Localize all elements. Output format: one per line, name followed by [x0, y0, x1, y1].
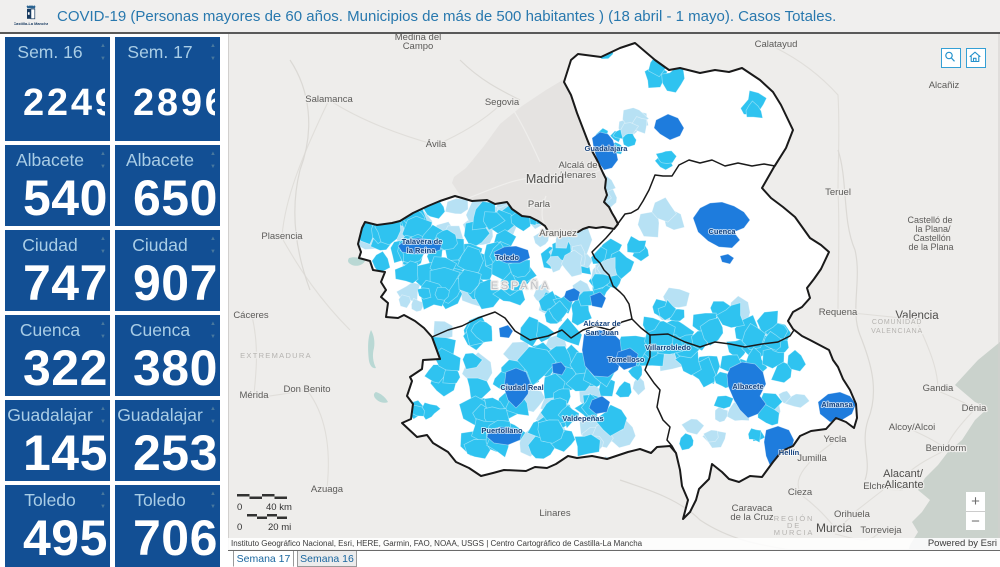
svg-text:la Reina: la Reina [407, 246, 437, 255]
svg-text:Alacant/: Alacant/ [883, 468, 924, 480]
svg-text:Aranjuez: Aranjuez [539, 228, 577, 239]
svg-text:Calatayud: Calatayud [755, 39, 798, 50]
svg-text:Murcia: Murcia [816, 521, 852, 535]
svg-text:Medina del: Medina del [395, 33, 441, 43]
svg-text:Castilla-La Mancha: Castilla-La Mancha [14, 21, 48, 26]
svg-text:40 km: 40 km [266, 502, 292, 513]
svg-text:Villarrobledo: Villarrobledo [645, 343, 691, 352]
svg-text:Alcázar de: Alcázar de [583, 319, 621, 328]
svg-text:Dénia: Dénia [962, 403, 988, 414]
svg-text:Plasencia: Plasencia [261, 231, 303, 242]
svg-text:Teruel: Teruel [825, 187, 851, 198]
svg-text:Cieza: Cieza [788, 487, 813, 498]
svg-text:Alicante: Alicante [884, 479, 923, 491]
svg-text:Jumilla: Jumilla [797, 453, 827, 464]
svg-text:Puertollano: Puertollano [481, 426, 523, 435]
svg-text:ESPAÑA: ESPAÑA [491, 279, 552, 292]
svg-text:20 mi: 20 mi [268, 522, 291, 532]
svg-text:COMUNIDAD: COMUNIDAD [872, 319, 922, 326]
svg-text:Requena: Requena [819, 307, 858, 318]
svg-text:Torrevieja: Torrevieja [860, 525, 902, 536]
svg-text:Valdepeñas: Valdepeñas [562, 414, 603, 423]
svg-text:Guadalajara: Guadalajara [585, 144, 629, 153]
svg-text:Alcañiz: Alcañiz [929, 80, 960, 91]
svg-text:de la Cruz: de la Cruz [730, 512, 774, 523]
svg-text:REGIÓN: REGIÓN [774, 514, 814, 523]
svg-text:Caravaca: Caravaca [732, 503, 773, 514]
svg-text:de la Plana: de la Plana [908, 242, 953, 252]
svg-text:EXTREMADURA: EXTREMADURA [240, 351, 312, 360]
svg-text:Hellín: Hellín [779, 448, 800, 457]
svg-text:Ávila: Ávila [426, 139, 447, 150]
svg-text:Elche/Elx: Elche/Elx [863, 481, 903, 492]
svg-text:Orihuela: Orihuela [834, 509, 871, 520]
svg-text:Benidorm: Benidorm [926, 443, 967, 454]
svg-text:Valencia: Valencia [895, 310, 939, 322]
svg-text:DE: DE [787, 521, 801, 530]
svg-text:VALENCIANA: VALENCIANA [871, 328, 923, 335]
svg-text:Mérida: Mérida [239, 390, 269, 401]
svg-text:Alcalá de: Alcalá de [558, 160, 597, 171]
svg-text:Talavera de: Talavera de [402, 237, 443, 246]
svg-text:Salamanca: Salamanca [305, 94, 353, 105]
svg-text:Campo: Campo [403, 41, 434, 52]
svg-text:Tomelloso: Tomelloso [608, 355, 645, 364]
svg-text:Ciudad Real: Ciudad Real [500, 383, 543, 392]
svg-text:Madrid: Madrid [526, 172, 564, 186]
svg-text:0: 0 [237, 502, 242, 513]
svg-text:Parla: Parla [528, 199, 551, 210]
svg-text:Alcoy/Alcoi: Alcoy/Alcoi [889, 422, 935, 433]
svg-text:Toledo: Toledo [495, 253, 519, 262]
svg-text:Castellón: Castellón [913, 233, 951, 243]
svg-text:Gandia: Gandia [923, 383, 954, 394]
svg-text:Segovia: Segovia [485, 97, 520, 108]
svg-text:Almansa: Almansa [821, 400, 853, 409]
svg-text:Linares: Linares [539, 508, 570, 519]
svg-text:Henares: Henares [560, 170, 596, 181]
svg-text:Cáceres: Cáceres [233, 310, 269, 321]
svg-text:la Plana/: la Plana/ [915, 224, 951, 234]
svg-text:Azuaga: Azuaga [311, 484, 344, 495]
svg-text:Yecla: Yecla [824, 434, 848, 445]
svg-text:Don Benito: Don Benito [283, 384, 330, 395]
svg-text:Castelló de: Castelló de [907, 215, 952, 225]
svg-text:0: 0 [237, 522, 242, 532]
svg-text:Albacete: Albacete [732, 382, 763, 391]
svg-text:Cuenca: Cuenca [708, 227, 736, 236]
svg-text:San Juan: San Juan [585, 328, 619, 337]
svg-text:MURCIA: MURCIA [774, 528, 814, 537]
